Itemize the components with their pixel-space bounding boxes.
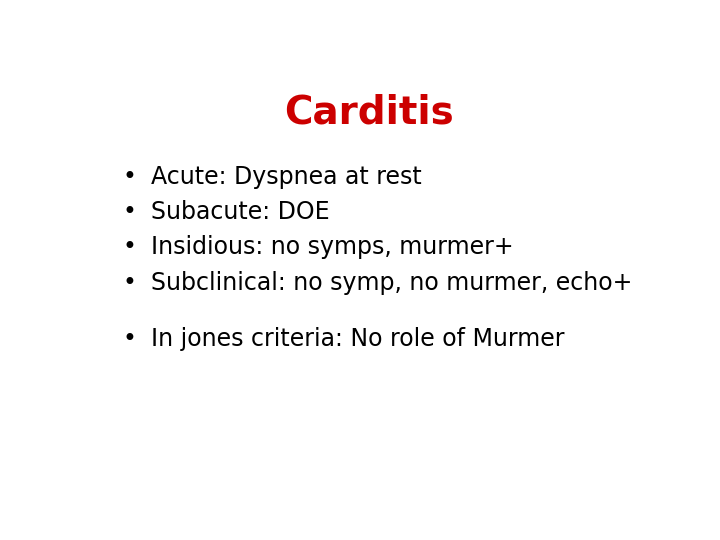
Text: •: •	[122, 327, 136, 351]
Text: •: •	[122, 271, 136, 295]
Text: •: •	[122, 165, 136, 188]
Text: Carditis: Carditis	[284, 94, 454, 132]
Text: Subacute: DOE: Subacute: DOE	[151, 200, 330, 224]
Text: •: •	[122, 200, 136, 224]
Text: Subclinical: no symp, no murmer, echo+: Subclinical: no symp, no murmer, echo+	[151, 271, 633, 295]
Text: In jones criteria: No role of Murmer: In jones criteria: No role of Murmer	[151, 327, 565, 351]
Text: Insidious: no symps, murmer+: Insidious: no symps, murmer+	[151, 235, 514, 259]
Text: Acute: Dyspnea at rest: Acute: Dyspnea at rest	[151, 165, 422, 188]
Text: •: •	[122, 235, 136, 259]
